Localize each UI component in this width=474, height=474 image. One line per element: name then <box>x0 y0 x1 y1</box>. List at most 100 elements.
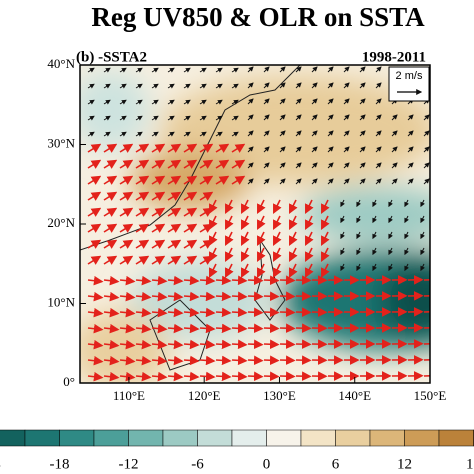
wind-arrow-sig <box>119 307 136 318</box>
wind-arrow-sig <box>135 239 150 249</box>
wind-arrow <box>327 146 334 153</box>
title: Reg UV850 & OLR on SSTA <box>91 2 425 32</box>
wind-arrow-sig <box>103 239 118 249</box>
colorbar-box <box>335 429 371 447</box>
wind-arrow-sig <box>87 143 102 153</box>
wind-arrow-sig <box>231 339 248 350</box>
wind-arrow <box>199 67 207 73</box>
wind-arrow <box>423 146 430 153</box>
wind-arrow <box>340 247 345 256</box>
wind-arrow-sig <box>225 215 234 230</box>
wind-arrow <box>183 67 191 73</box>
wind-arrow-sig <box>241 263 250 278</box>
wind-arrow-sig <box>199 275 216 286</box>
wind-arrow-sig <box>167 159 182 169</box>
lat-tick-label: 20°N <box>47 215 75 230</box>
wind-arrow <box>215 131 223 137</box>
wind-arrow <box>359 178 366 185</box>
wind-arrow-sig <box>199 143 214 153</box>
wind-arrow <box>295 82 302 89</box>
colorbar-box <box>231 429 267 447</box>
wind-arrow <box>356 231 361 240</box>
wind-arrow-sig <box>103 143 118 153</box>
wind-arrow-sig <box>273 231 282 246</box>
wind-arrow <box>343 146 350 153</box>
wind-arrow-sig <box>151 223 166 233</box>
wind-arrow <box>199 99 207 105</box>
wind-arrow-sig <box>135 307 152 318</box>
wind-arrow-sig <box>135 207 150 217</box>
wind-arrow-sig <box>167 371 184 382</box>
wind-arrow-sig <box>87 239 102 249</box>
wind-arrow <box>359 162 366 169</box>
wind-arrow-sig <box>167 207 182 217</box>
wind-arrow <box>343 66 350 73</box>
colorbar-label: -12 <box>119 456 139 472</box>
wind-arrow-sig <box>87 223 102 233</box>
wind-arrow-sig <box>119 143 134 153</box>
wind-arrow-sig <box>241 199 250 214</box>
wind-arrow-sig <box>183 239 198 249</box>
wind-arrow-sig <box>215 371 232 382</box>
wind-arrow-sig <box>87 355 104 366</box>
wind-arrow-sig <box>231 291 248 302</box>
wind-arrow-sig <box>263 323 280 334</box>
wind-arrow <box>167 115 175 121</box>
wind-arrow-sig <box>199 323 216 334</box>
wind-arrow <box>103 99 111 105</box>
wind-arrow <box>407 146 414 153</box>
wind-arrow <box>423 178 430 185</box>
wind-arrow-sig <box>305 263 314 278</box>
wind-arrow <box>327 162 334 169</box>
wind-arrow-sig <box>247 291 264 302</box>
wind-arrow <box>247 146 254 153</box>
wind-arrow-sig <box>151 159 166 169</box>
wind-arrow <box>407 130 414 137</box>
wind-arrow-sig <box>199 307 216 318</box>
wind-arrow-sig <box>151 323 168 334</box>
wind-arrow-sig <box>231 175 246 185</box>
colorbar-box <box>300 429 336 447</box>
wind-arrow <box>340 215 345 224</box>
wind-arrow <box>103 67 111 73</box>
wind-arrow-sig <box>87 307 104 318</box>
wind-arrow <box>404 263 409 272</box>
wind-arrow <box>423 162 430 169</box>
wind-arrow-sig <box>273 215 282 230</box>
wind-arrow <box>231 99 239 105</box>
wind-arrow-sig <box>225 263 234 278</box>
wind-arrow-sig <box>167 307 184 318</box>
wind-arrow-sig <box>87 323 104 334</box>
wind-arrow-sig <box>215 307 232 318</box>
period: 1998-2011 <box>362 49 426 65</box>
wind-arrow <box>151 131 159 137</box>
wind-arrow <box>215 83 223 89</box>
wind-arrow <box>135 131 143 137</box>
wind-arrow <box>404 199 409 208</box>
wind-arrow <box>247 178 254 185</box>
wind-arrow <box>420 215 425 224</box>
wind-arrow <box>375 162 382 169</box>
wind-arrow-sig <box>167 175 182 185</box>
wind-arrow <box>215 99 223 105</box>
wind-arrow-sig <box>103 323 120 334</box>
wind-arrow-sig <box>119 291 136 302</box>
wind-arrow <box>343 178 350 185</box>
wind-arrow <box>263 66 270 73</box>
colorbar-box <box>93 429 129 447</box>
wind-arrow-sig <box>225 247 234 262</box>
wind-arrow <box>263 162 270 169</box>
wind-arrow <box>295 114 302 121</box>
wind-arrow-sig <box>103 355 120 366</box>
colorbar-label: 12 <box>397 456 412 472</box>
wind-arrow-sig <box>135 191 150 201</box>
wind-arrow-sig <box>103 307 120 318</box>
wind-arrow <box>135 99 143 105</box>
wind-arrow <box>359 82 366 89</box>
wind-arrow <box>279 162 286 169</box>
wind-arrow-sig <box>151 143 166 153</box>
wind-arrow <box>247 114 254 121</box>
wind-arrow-sig <box>103 223 118 233</box>
wind-arrow <box>199 115 207 121</box>
colorbar-box <box>404 429 440 447</box>
